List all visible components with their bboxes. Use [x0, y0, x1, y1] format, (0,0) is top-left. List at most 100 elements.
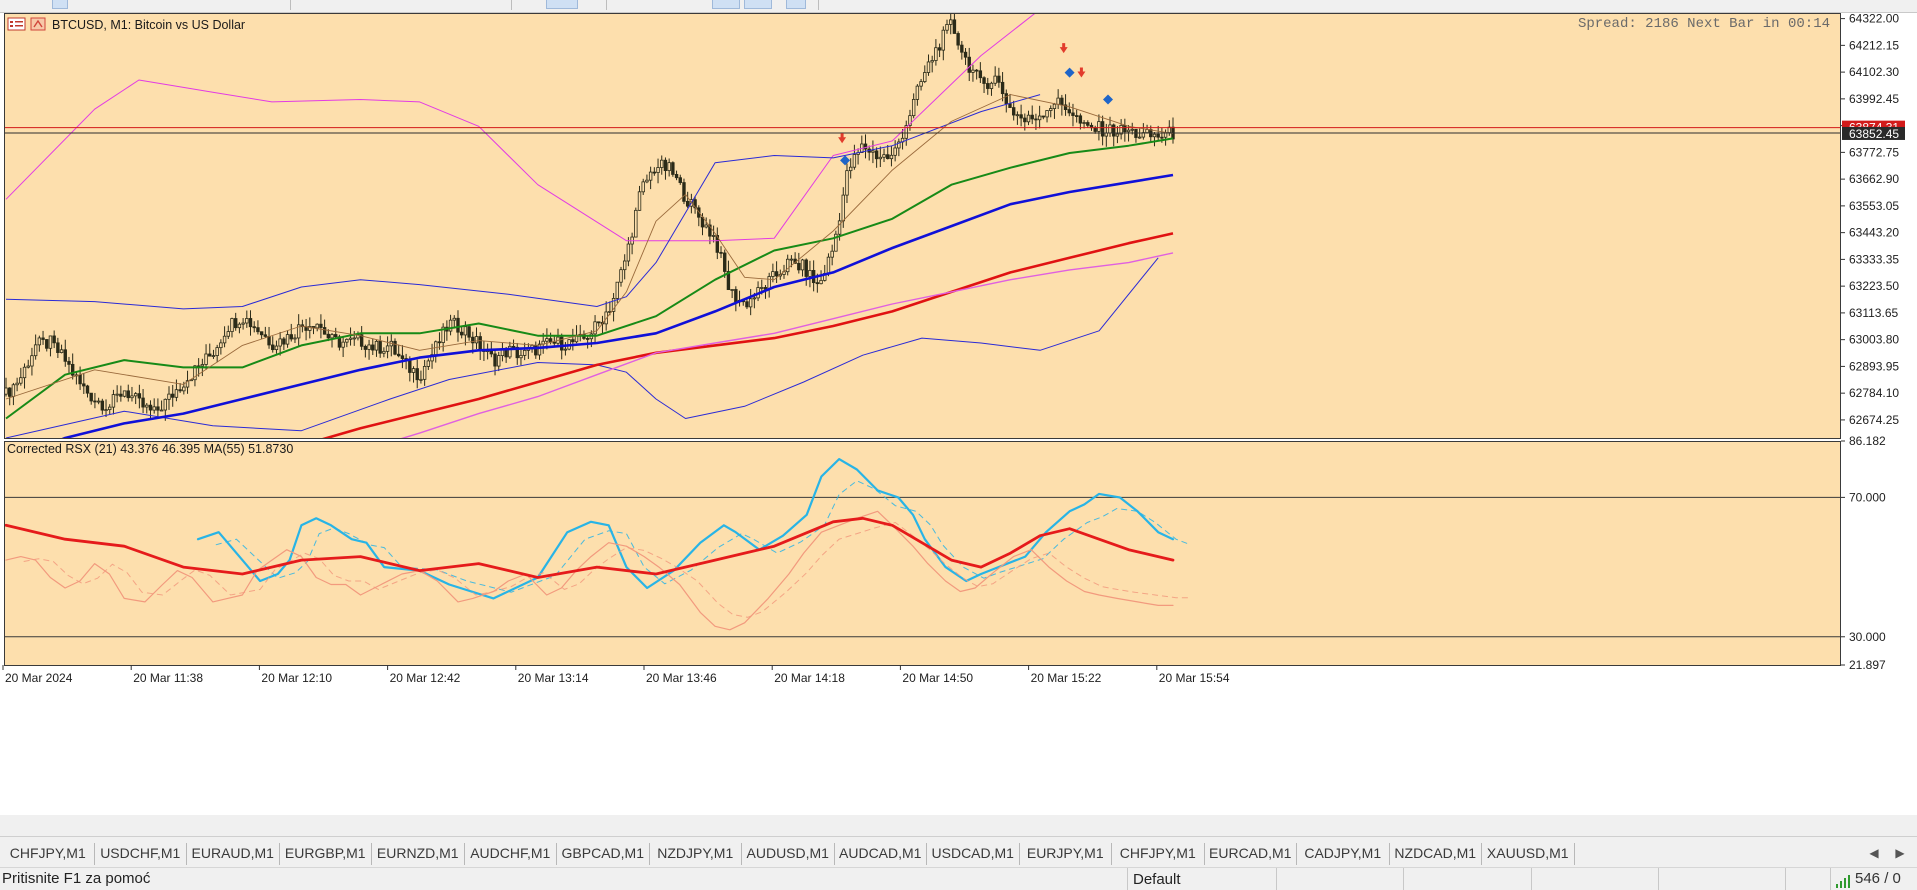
candle	[193, 364, 197, 387]
candle	[211, 349, 216, 359]
candle	[830, 244, 834, 266]
candle	[834, 230, 838, 252]
symbol-tab[interactable]: GBPCAD,M1	[557, 843, 650, 865]
symbol-tab[interactable]: USDCHF,M1	[95, 843, 187, 865]
candle	[886, 144, 890, 160]
candle	[1015, 111, 1020, 125]
candle	[819, 270, 823, 285]
candle	[678, 174, 682, 185]
candle	[1004, 89, 1008, 113]
candle	[871, 140, 875, 164]
sell-arrow-icon	[838, 133, 847, 144]
candle	[726, 260, 731, 291]
candle	[660, 155, 664, 175]
chart-caption: BTCUSD, M1: Bitcoin vs US Dollar	[7, 17, 245, 32]
time-axis: 20 Mar 2024 20 Mar 11:38 20 Mar 12:10 20 Ma…	[2, 665, 1230, 685]
rsx-scale-label: 30.000	[1849, 630, 1886, 644]
candle	[85, 384, 90, 398]
time-label: 20 Mar 15:54	[1159, 671, 1230, 685]
candle	[808, 260, 812, 288]
symbol-tab[interactable]: EURAUD,M1	[187, 843, 280, 865]
status-help-text: Pritisnite F1 za pomoć	[2, 870, 151, 887]
candle	[411, 366, 416, 383]
candle	[167, 386, 171, 410]
sell-arrow-icon	[1077, 67, 1086, 78]
candle	[993, 66, 997, 87]
status-separator	[1830, 868, 1831, 890]
candle	[108, 404, 112, 414]
candle	[1030, 105, 1034, 125]
tab-scroll-left-icon[interactable]: ◀	[1869, 846, 1879, 860]
candle	[133, 392, 138, 405]
candle	[241, 318, 245, 330]
symbol-tab[interactable]: EURNZD,M1	[372, 843, 465, 865]
candle	[1000, 72, 1005, 102]
price-scale-bg	[1841, 13, 1917, 815]
candle	[274, 340, 279, 354]
candle	[104, 399, 108, 418]
symbol-tab[interactable]: CADJPY,M1	[1297, 843, 1390, 865]
candle	[997, 67, 1001, 88]
symbol-tab[interactable]: XAUUSD,M1	[1482, 843, 1575, 865]
toolbar-button[interactable]	[744, 0, 772, 9]
candle	[1100, 115, 1105, 146]
symbol-tab[interactable]: EURJPY,M1	[1020, 843, 1112, 865]
candle	[708, 219, 712, 245]
candle	[26, 359, 30, 369]
toolbar-button[interactable]	[712, 0, 740, 9]
candle	[537, 340, 542, 360]
candle	[971, 64, 975, 82]
symbol-tab[interactable]: EURCAD,M1	[1205, 843, 1297, 865]
sell-arrow-icon	[1059, 43, 1068, 54]
toolbar-button[interactable]	[546, 0, 578, 9]
candle	[1019, 104, 1023, 127]
chart-window-icon[interactable]	[7, 17, 26, 31]
candle	[156, 398, 160, 418]
symbol-tab[interactable]: CHFJPY,M1	[2, 843, 95, 865]
chart-window[interactable]: 64322.0064212.1564102.3063992.4563882.60…	[0, 13, 1917, 815]
toolbar-button[interactable]	[52, 0, 68, 9]
symbol-tab[interactable]: USDCAD,M1	[927, 843, 1020, 865]
toolbar-button[interactable]	[786, 0, 806, 9]
rsx-scale-label: 86.182	[1849, 434, 1886, 448]
candle	[352, 331, 356, 346]
candle	[1067, 102, 1071, 117]
candle	[889, 145, 894, 167]
candle	[130, 386, 134, 402]
buy-diamond-icon	[840, 155, 851, 166]
chart-canvas[interactable]: 64322.0064212.1564102.3063992.4563882.60…	[0, 13, 1917, 815]
symbol-tab[interactable]: CHFJPY,M1	[1112, 843, 1205, 865]
candle	[1137, 128, 1142, 139]
candle	[748, 288, 753, 316]
symbol-tab[interactable]: AUDCAD,M1	[835, 843, 927, 865]
candle	[45, 339, 49, 352]
candle	[986, 77, 990, 95]
candle	[930, 55, 934, 73]
status-separator	[1403, 868, 1404, 890]
candle	[8, 387, 12, 406]
symbol-tab[interactable]: EURGBP,M1	[280, 843, 372, 865]
candle	[141, 388, 145, 414]
price-label: 63223.50	[1849, 279, 1899, 293]
candle	[230, 317, 234, 338]
symbol-tab[interactable]: NZDJPY,M1	[650, 843, 742, 865]
candle	[845, 163, 849, 203]
candle	[397, 344, 401, 358]
symbol-tab[interactable]: AUDCHF,M1	[465, 843, 557, 865]
candle	[89, 392, 93, 405]
candle	[685, 191, 690, 209]
candle	[93, 392, 97, 409]
candle	[248, 310, 253, 336]
symbol-tab[interactable]: NZDCAD,M1	[1390, 843, 1482, 865]
candle	[682, 178, 686, 205]
candle	[897, 138, 901, 157]
candle	[330, 332, 334, 348]
candle	[359, 326, 364, 351]
candle	[245, 310, 249, 328]
bid-price-box	[1842, 126, 1905, 140]
tab-scroll-right-icon[interactable]: ▶	[1895, 846, 1905, 860]
candle	[126, 384, 130, 402]
candle	[941, 26, 946, 61]
status-separator	[1127, 868, 1128, 890]
symbol-tab[interactable]: AUDUSD,M1	[742, 843, 835, 865]
